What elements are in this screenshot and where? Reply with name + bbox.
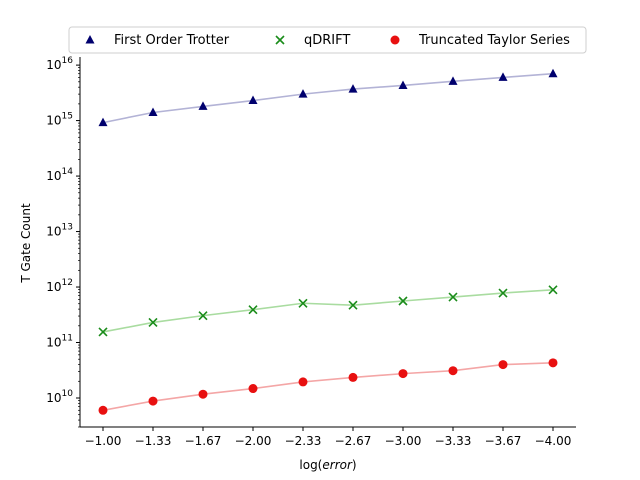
legend-label: qDRIFT [304, 33, 350, 48]
data-point [498, 72, 508, 81]
series-lines [102, 72, 554, 412]
series-line-2 [102, 362, 554, 412]
data-point [198, 389, 208, 399]
x-tick-label: −4.00 [535, 434, 572, 448]
legend-marker [275, 35, 285, 45]
axes: −1.00 −1.33 −1.67 −2.00 −2.33 −2.67 −3.00 −3.33… [46, 56, 576, 448]
data-point [248, 384, 258, 394]
data-point [398, 296, 408, 306]
x-tick-label: −3.00 [385, 434, 422, 448]
x-axis-label-suffix: ) [352, 458, 357, 472]
data-point [548, 68, 558, 78]
data-point [98, 117, 108, 127]
data-point [248, 95, 258, 105]
data-point [348, 372, 358, 382]
data-point [148, 107, 158, 116]
data-point [298, 89, 308, 98]
legend-label: First Order Trotter [114, 33, 230, 48]
y-tick-label: 1015 [46, 112, 73, 128]
y-tick-label: 1016 [46, 56, 73, 72]
x-tick-label: −1.67 [185, 434, 222, 448]
x-axis-label: log(error) [299, 458, 356, 472]
y-tick-label: 1014 [46, 167, 73, 183]
data-point [348, 300, 358, 310]
y-tick-label: 1012 [46, 278, 73, 294]
series-line-0 [102, 72, 554, 124]
x-axis-label-variable: error [322, 458, 353, 472]
data-point [198, 101, 208, 110]
data-point [548, 285, 558, 295]
data-point [148, 396, 158, 406]
data-point [98, 405, 108, 415]
x-tick-label: −2.67 [335, 434, 372, 448]
legend-box [68, 26, 587, 54]
legend-marker [85, 35, 95, 44]
y-tick-label: 1013 [46, 223, 73, 239]
legend-label: Truncated Taylor Series [418, 33, 570, 48]
data-point [198, 311, 208, 321]
x-tick-label: −1.00 [85, 434, 122, 448]
x-tick-label: −2.33 [285, 434, 322, 448]
data-point [448, 292, 458, 302]
data-point [448, 76, 458, 85]
data-point [298, 298, 308, 308]
series-line-1 [102, 289, 554, 333]
legend: First Order Trotter qDRIFT Truncated Taylo… [68, 26, 587, 54]
x-tick-label: −1.33 [135, 434, 172, 448]
x-tick-label: −3.67 [485, 434, 522, 448]
y-tick-label: 1011 [46, 334, 73, 350]
series-markers [98, 68, 558, 415]
data-point [498, 360, 508, 370]
data-point [498, 288, 508, 298]
y-axis-label: T Gate Count [19, 203, 33, 284]
data-point [98, 327, 108, 337]
data-point [148, 317, 158, 328]
data-point [548, 358, 558, 368]
data-point [248, 305, 258, 315]
data-point [398, 369, 408, 379]
x-tick-label: −3.33 [435, 434, 472, 448]
data-point [448, 366, 458, 376]
x-axis-label-prefix: log( [299, 458, 322, 472]
data-point [348, 84, 358, 93]
y-tick-label: 1010 [46, 389, 73, 405]
legend-marker [390, 35, 400, 45]
data-point [398, 80, 408, 89]
data-point [298, 377, 308, 387]
x-tick-label: −2.00 [235, 434, 272, 448]
